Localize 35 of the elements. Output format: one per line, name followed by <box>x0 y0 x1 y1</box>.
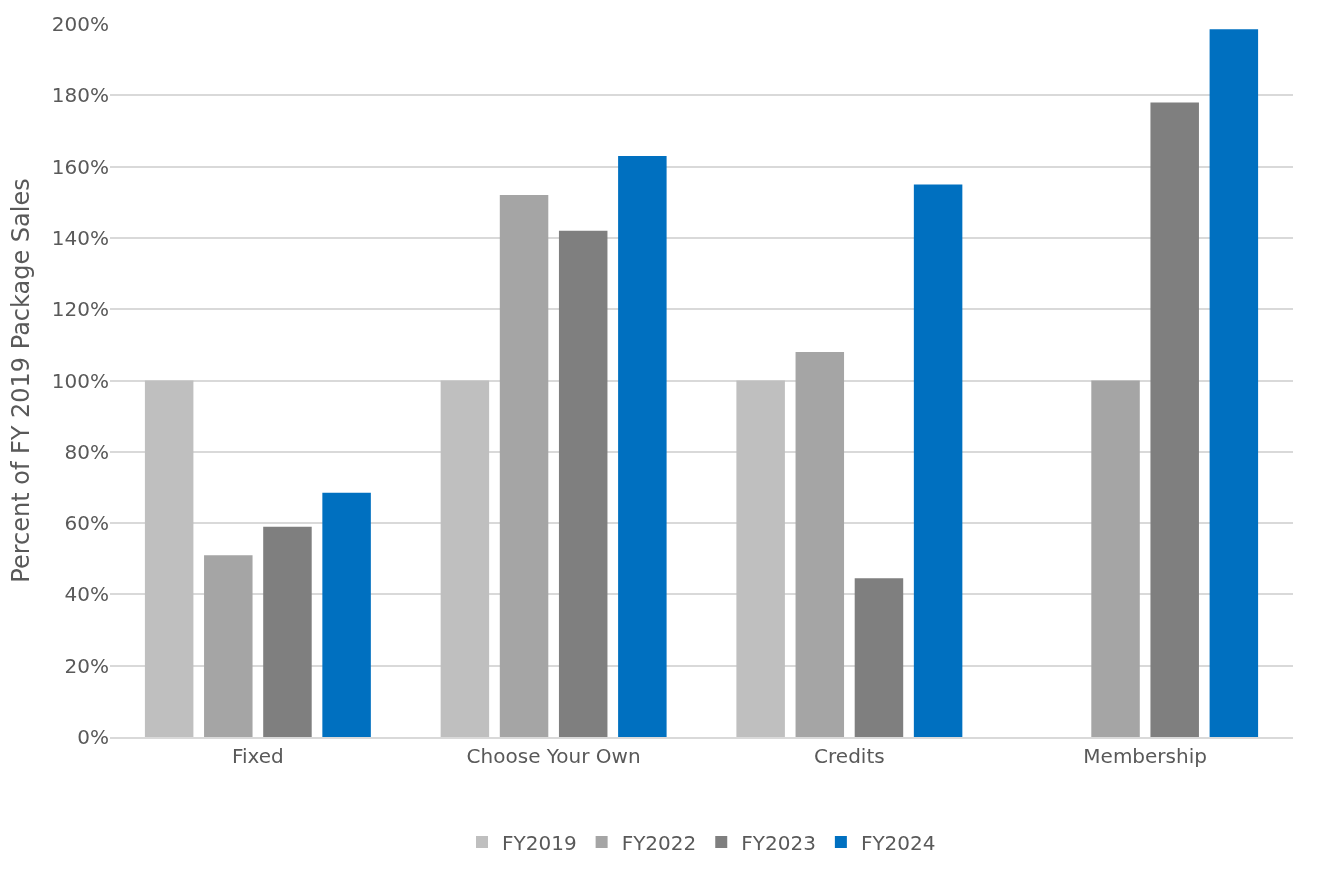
bar <box>795 351 845 737</box>
bar <box>736 380 785 737</box>
legend-label: FY2019 <box>502 830 577 855</box>
bar <box>204 555 253 737</box>
bar <box>854 578 904 737</box>
bar <box>499 195 549 737</box>
y-tick-label: 60% <box>64 511 109 536</box>
y-tick-label: 40% <box>64 582 109 607</box>
y-tick-label: 80% <box>64 439 109 464</box>
y-tick-label: 200% <box>51 12 109 36</box>
y-tick-label: 0% <box>77 725 109 749</box>
bar <box>1150 102 1199 737</box>
x-tick-label: Fixed <box>231 743 284 768</box>
y-tick-label: 180% <box>51 83 109 108</box>
bar <box>440 380 490 737</box>
bar <box>913 184 963 737</box>
y-tick-label: 20% <box>64 653 109 678</box>
bar <box>263 526 312 737</box>
bar <box>322 492 371 737</box>
legend-label: FY2023 <box>741 830 816 855</box>
y-axis-title: Percent of FY 2019 Package Sales <box>6 178 35 583</box>
x-tick-label: Credits <box>814 743 885 768</box>
bar <box>144 380 194 737</box>
y-tick-label: 160% <box>51 154 109 179</box>
bar <box>558 230 608 737</box>
y-tick-label: 120% <box>51 297 109 322</box>
y-tick-label: 140% <box>51 225 109 250</box>
bar <box>618 155 667 737</box>
legend-label: FY2022 <box>621 830 697 855</box>
x-tick-label: Membership <box>1083 743 1207 768</box>
bar <box>1209 29 1259 737</box>
y-tick-label: 100% <box>51 368 109 393</box>
legend-label: FY2024 <box>860 830 936 855</box>
x-tick-label: Choose Your Own <box>466 743 641 768</box>
bar <box>1091 380 1140 737</box>
